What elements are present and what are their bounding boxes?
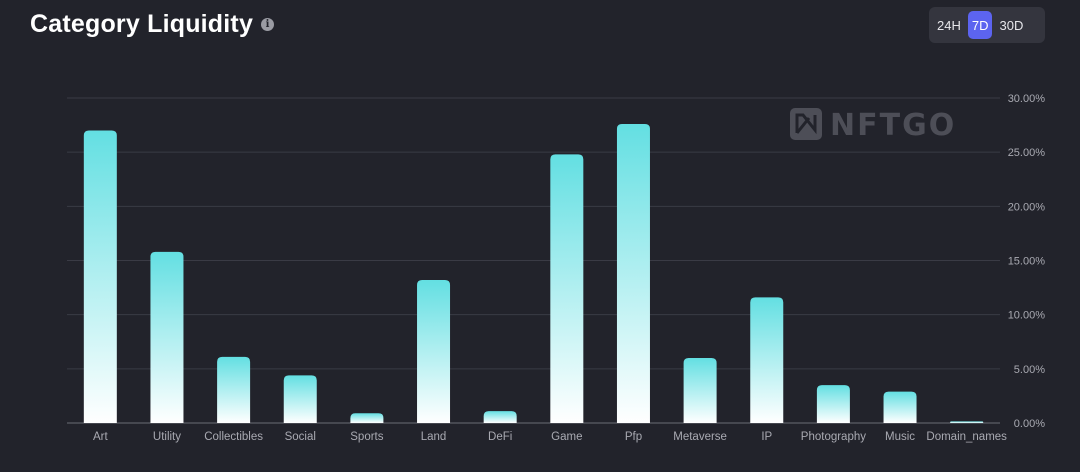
bar-sports[interactable] — [350, 413, 384, 423]
x-tick-label: Social — [285, 431, 316, 443]
x-tick-label: Collectibles — [204, 431, 263, 443]
bar-social[interactable] — [283, 375, 317, 423]
range-24h-button[interactable]: 24H — [937, 17, 961, 33]
grid-lines — [67, 97, 1000, 424]
bar-art[interactable] — [83, 130, 117, 424]
x-tick-label: Land — [421, 431, 447, 443]
range-30d-button[interactable]: 30D — [999, 17, 1024, 33]
watermark-text: NFTGO — [830, 108, 956, 143]
x-tick-label: Music — [885, 431, 915, 443]
x-axis-labels: Art Utility Collectibles Social Sports Land De… — [93, 431, 1007, 443]
y-tick-label: 30.00% — [1008, 93, 1046, 105]
y-axis-labels: 0.00% 5.00% 10.00% 15.00% 20.00% 25.00% 30.00% — [1008, 93, 1046, 430]
bar-collectibles[interactable] — [217, 356, 251, 423]
bar-photography[interactable] — [816, 385, 850, 423]
x-tick-label: Sports — [350, 431, 383, 443]
time-range-selector: 24H 7D 30D — [929, 7, 1045, 43]
bar-metaverse[interactable] — [683, 358, 717, 423]
bar-game[interactable] — [550, 154, 584, 424]
x-tick-label: Utility — [153, 431, 181, 443]
x-tick-label: Game — [551, 431, 582, 443]
y-tick-label: 20.00% — [1008, 201, 1046, 213]
bar-music[interactable] — [883, 391, 917, 423]
y-tick-label: 10.00% — [1008, 310, 1046, 322]
bar-land[interactable] — [417, 280, 451, 423]
y-tick-label: 25.00% — [1008, 147, 1046, 159]
x-tick-label: IP — [761, 431, 772, 443]
range-7d-button[interactable]: 7D — [967, 11, 993, 39]
x-tick-label: Metaverse — [673, 431, 727, 443]
x-tick-label: Domain_names — [926, 431, 1007, 443]
bars — [83, 124, 984, 424]
info-icon[interactable]: i — [261, 18, 275, 31]
nftgo-watermark: NFTGO — [790, 108, 956, 143]
x-tick-label: Art — [93, 431, 109, 443]
x-tick-label: Pfp — [625, 431, 642, 443]
y-tick-label: 5.00% — [1014, 364, 1045, 376]
bar-domain-names[interactable] — [950, 421, 984, 423]
x-tick-label: Photography — [801, 431, 866, 443]
y-tick-label: 15.00% — [1008, 256, 1046, 268]
y-tick-label: 0.00% — [1014, 418, 1045, 430]
x-tick-label: DeFi — [488, 431, 512, 443]
chart-header: Category Liquidity i — [30, 10, 275, 39]
bar-ip[interactable] — [750, 297, 784, 423]
page-title: Category Liquidity — [30, 10, 254, 38]
bar-defi[interactable] — [483, 411, 517, 423]
bar-pfp[interactable] — [616, 124, 650, 423]
bar-utility[interactable] — [150, 251, 184, 423]
